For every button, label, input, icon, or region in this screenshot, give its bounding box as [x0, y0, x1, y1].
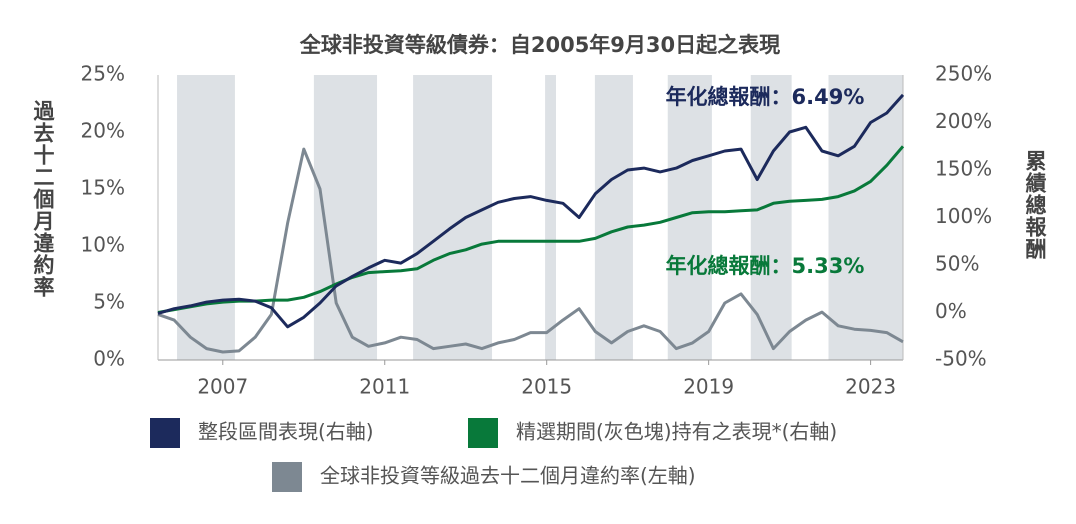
shaded-period: [177, 75, 235, 360]
y2-tick-label: 100%: [935, 204, 992, 228]
legend-swatch: [272, 462, 302, 492]
legend-label: 精選期間(灰色塊)持有之表現*(右軸): [516, 420, 837, 444]
x-tick-label: 2019: [683, 375, 734, 399]
legend-label: 整段區間表現(右軸): [198, 420, 374, 444]
chart-title: 全球非投資等級債券：自2005年9月30日起之表現: [299, 33, 780, 57]
legend-swatch: [150, 418, 180, 448]
y2-axis-label: 累績總報酬: [1023, 150, 1047, 260]
y2-tick-label: 250%: [935, 62, 992, 86]
series-line: [157, 145, 905, 314]
y2-tick-label: 50%: [935, 252, 979, 276]
x-tick-label: 2023: [845, 375, 896, 399]
y-tick-label: 25%: [81, 62, 125, 86]
y-tick-label: 20%: [81, 119, 125, 143]
y2-tick-label: -50%: [935, 347, 987, 371]
shaded-period: [828, 75, 903, 360]
shaded-period: [545, 75, 557, 360]
y-axis-label: 過去十二個月違約率: [31, 100, 55, 298]
shaded-period: [594, 75, 633, 360]
y2-tick-label: 200%: [935, 109, 992, 133]
series-line: [157, 93, 905, 329]
series-line: [157, 147, 904, 354]
x-tick-label: 2007: [197, 375, 248, 399]
shaded-period: [413, 75, 493, 360]
legend-label: 全球非投資等級過去十二個月違約率(左軸): [320, 464, 696, 488]
y-tick-label: 15%: [81, 176, 125, 200]
y2-tick-label: 150%: [935, 157, 992, 181]
y-tick-label: 5%: [93, 290, 125, 314]
annotation: 年化總報酬：6.49%: [666, 85, 865, 109]
y-tick-label: 0%: [93, 347, 125, 371]
y-tick-label: 10%: [81, 233, 125, 257]
annotation: 年化總報酬：5.33%: [666, 254, 865, 278]
legend-swatch: [468, 418, 498, 448]
x-tick-label: 2015: [521, 375, 572, 399]
y2-tick-label: 0%: [935, 299, 967, 323]
x-tick-label: 2011: [359, 375, 410, 399]
